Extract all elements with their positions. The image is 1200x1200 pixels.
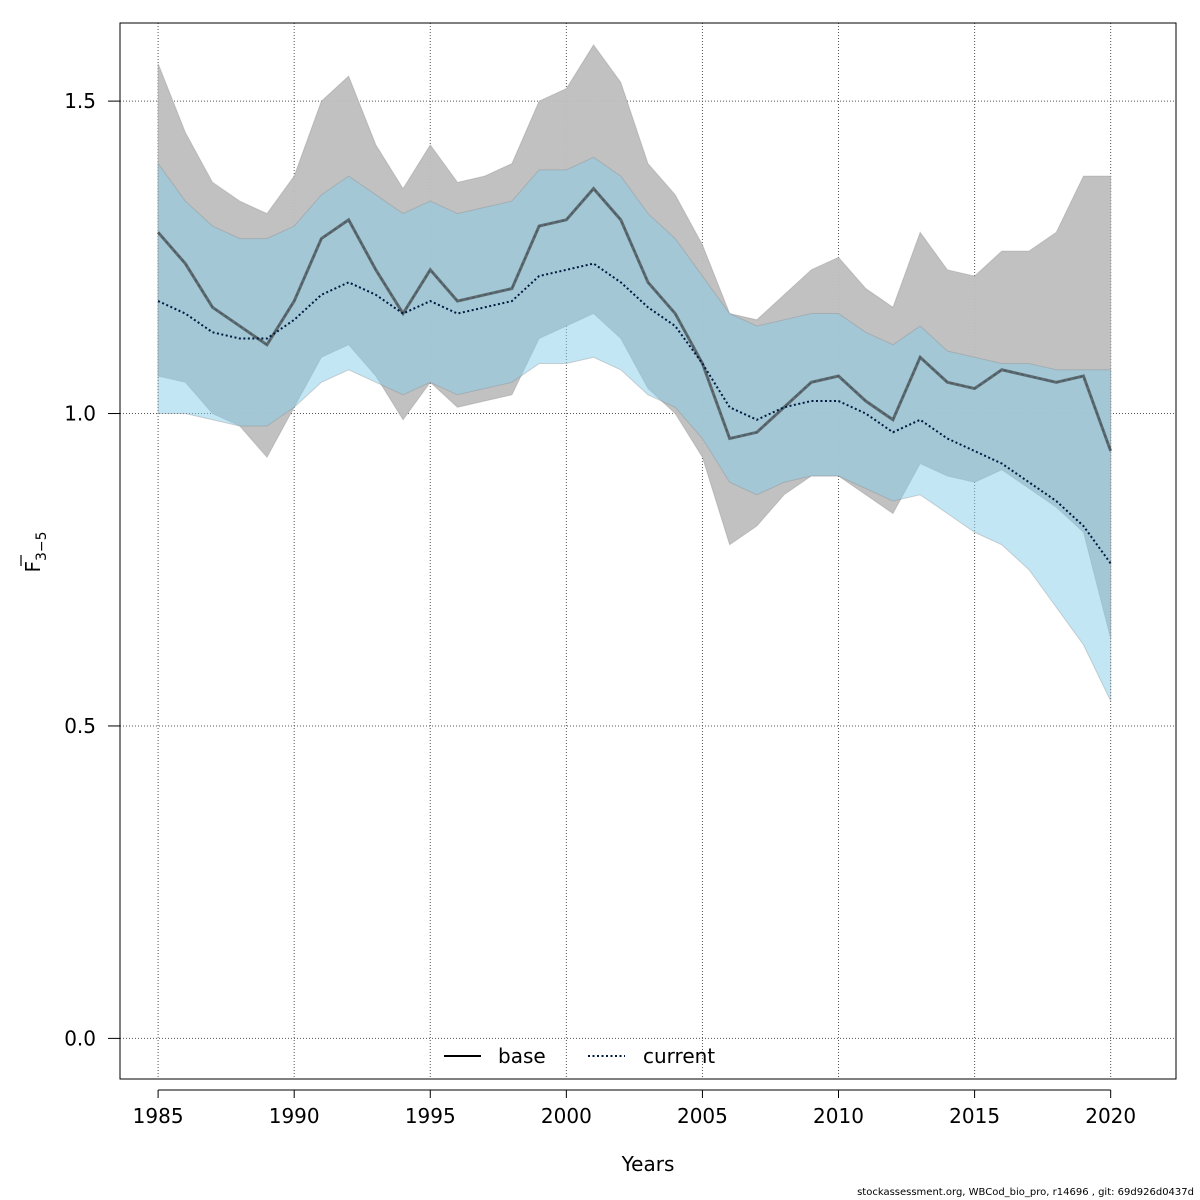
y-tick-label: 1.5 (64, 89, 96, 113)
x-tick-label: 1985 (133, 1104, 184, 1128)
series-lines (156, 186, 1113, 565)
legend-label-current: current (643, 1044, 715, 1068)
legend: base current (444, 1044, 715, 1068)
x-tick-label: 2005 (677, 1104, 728, 1128)
y-axis-title-main: F (21, 561, 45, 573)
series-line-base-overlay (157, 187, 1112, 452)
confidence-bands (157, 43, 1112, 702)
grid (120, 23, 1176, 1079)
y-tick-label: 1.0 (64, 402, 96, 426)
svg-text:F3−5: F3−5 (21, 531, 50, 572)
x-tick-label: 2015 (949, 1104, 1000, 1128)
footer-note: stockassessment.org, WBCod_bio_pro, r146… (857, 1187, 1194, 1198)
x-tick-label: 2010 (813, 1104, 864, 1128)
x-tick-label: 2020 (1085, 1104, 1136, 1128)
x-tick-label: 1995 (405, 1104, 456, 1128)
x-tick-label: 2000 (541, 1104, 592, 1128)
x-tick-label: 1990 (269, 1104, 320, 1128)
plot-frame (119, 22, 1177, 1080)
y-tick-label: 0.5 (64, 714, 96, 738)
axes: 1985 1990 1995 2000 2005 2010 2015 2020 0.0 0.5 1.… (64, 89, 1136, 1128)
y-axis-title: F3−5 (20, 531, 50, 573)
y-tick-label: 0.0 (64, 1026, 96, 1050)
series-line-current (157, 262, 1112, 565)
x-axis-title: Years (621, 1152, 675, 1176)
y-axis-title-subscript: 3−5 (34, 531, 50, 561)
legend-label-base: base (498, 1044, 546, 1068)
confidence-band-current (157, 156, 1112, 702)
